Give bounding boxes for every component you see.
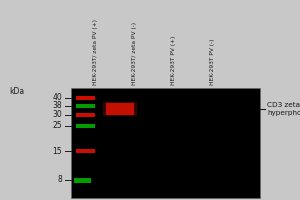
Text: HEK-293T PV (-): HEK-293T PV (-) — [210, 38, 215, 85]
Text: 38: 38 — [52, 102, 62, 110]
Bar — [74, 178, 91, 182]
Text: 25: 25 — [52, 121, 62, 130]
Bar — [76, 149, 95, 153]
Bar — [70, 88, 260, 198]
Text: 40: 40 — [52, 94, 62, 102]
Text: 8: 8 — [57, 176, 62, 184]
Bar — [106, 103, 134, 115]
Bar — [103, 102, 137, 116]
Bar — [76, 96, 95, 100]
Text: kDa: kDa — [9, 87, 24, 96]
Text: HEK-293T/ zeta PV (+): HEK-293T/ zeta PV (+) — [93, 19, 98, 85]
Text: HEK-293T PV (+): HEK-293T PV (+) — [171, 36, 176, 85]
Text: 30: 30 — [52, 110, 62, 119]
Text: 15: 15 — [52, 146, 62, 156]
Text: HEK-293T/ zeta PV (-): HEK-293T/ zeta PV (-) — [132, 22, 137, 85]
Bar — [76, 104, 95, 108]
Bar — [76, 124, 95, 128]
Text: CD3 zeta
hyperphosphorylated: CD3 zeta hyperphosphorylated — [267, 102, 300, 116]
Bar — [76, 113, 95, 117]
